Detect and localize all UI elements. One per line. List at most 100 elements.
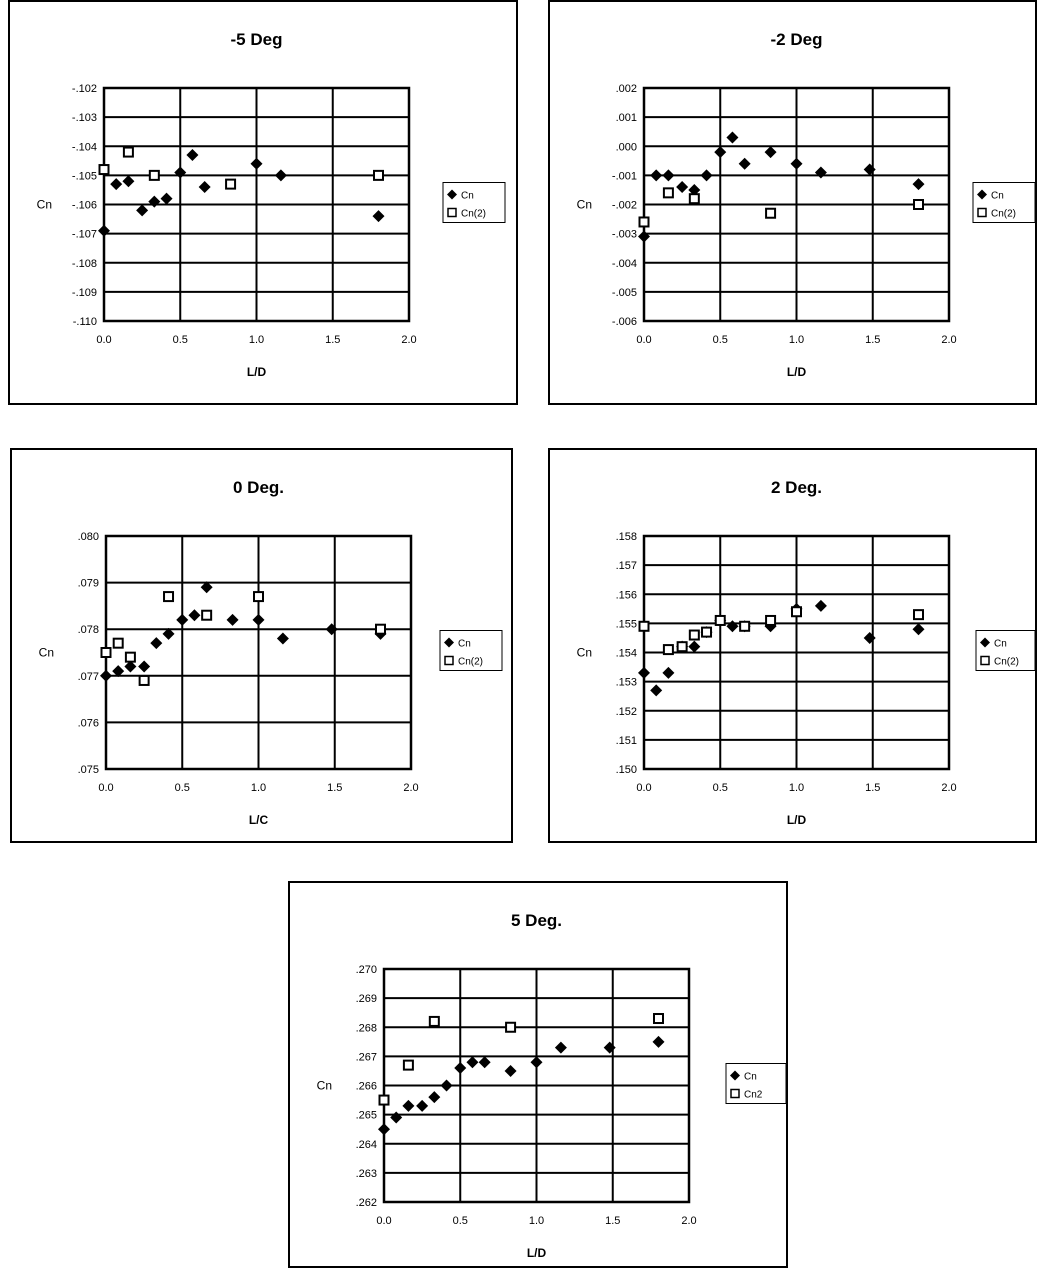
data-point-cn — [100, 669, 112, 682]
legend-label: Cn(2) — [991, 209, 1016, 220]
x-tick-label: 1.5 — [325, 334, 340, 346]
data-point-cn2 — [253, 591, 264, 603]
data-point-cn2 — [100, 647, 112, 658]
data-point-cn — [402, 1099, 415, 1112]
legend-label: Cn2 — [744, 1090, 763, 1101]
y-tick-label: .077 — [78, 671, 99, 683]
x-tick-label: 0.5 — [713, 334, 728, 346]
legend-marker-square — [730, 1088, 740, 1099]
y-tick-label: .263 — [356, 1168, 377, 1180]
x-tick-label: 1.0 — [789, 334, 804, 346]
data-point-cn2 — [375, 623, 386, 635]
chart-frame — [548, 0, 1037, 405]
data-point-cn2 — [662, 187, 674, 199]
chart-title: -5 Deg — [231, 30, 283, 49]
data-point-cn — [136, 204, 149, 217]
y-tick-label: -.102 — [72, 83, 97, 95]
data-point-cn — [98, 224, 110, 237]
legend-label: Cn(2) — [994, 657, 1019, 668]
data-point-cn — [276, 632, 289, 645]
data-point-cn — [603, 1041, 616, 1054]
plot-area-border — [382, 967, 691, 1204]
chart-panel-5-deg: 5 Deg. .262 .263 .264 .265 .266 .267 .268 .269 .2… — [288, 881, 788, 1268]
data-point-cn — [688, 640, 701, 653]
data-point-cn — [726, 620, 739, 633]
legend-label: Cn — [991, 191, 1004, 202]
data-point-cn2 — [701, 626, 713, 638]
data-point-cn — [252, 613, 265, 626]
y-tick-label: .079 — [78, 578, 99, 590]
y-tick-label: .151 — [616, 735, 637, 747]
y-tick-label: .268 — [356, 1022, 377, 1034]
y-tick-label: .269 — [356, 993, 377, 1005]
data-point-cn2 — [98, 164, 110, 176]
x-tick-label: 1.5 — [327, 782, 342, 794]
x-tick-label: 2.0 — [941, 782, 956, 794]
x-tick-label: 0.0 — [636, 782, 651, 794]
data-point-cn2 — [638, 620, 650, 632]
data-point-cn2 — [653, 1013, 664, 1025]
y-tick-label: .264 — [356, 1139, 377, 1151]
legend-marker-diamond — [977, 189, 987, 200]
data-point-cn2 — [791, 606, 802, 618]
y-tick-label: .156 — [616, 589, 637, 601]
x-tick-label: 2.0 — [403, 782, 418, 794]
data-point-cn2 — [688, 193, 700, 205]
x-tick-label: 2.0 — [941, 334, 956, 346]
data-point-cn — [554, 1041, 567, 1054]
data-point-cn — [174, 166, 187, 179]
data-point-cn — [274, 169, 287, 182]
y-tick-label: .150 — [616, 764, 637, 776]
chart-title: 0 Deg. — [233, 478, 284, 497]
chart-svg: 5 Deg. .262 .263 .264 .265 .266 .267 .268 .269 .2… — [288, 881, 788, 1268]
x-tick-label: 1.0 — [789, 782, 804, 794]
chart-svg: -2 Deg -.006 -.005 -.004 -.003 -.002 -.001 .000… — [548, 0, 1037, 405]
data-point-cn — [390, 1111, 403, 1124]
chart-panel-2-deg: 2 Deg. .150 .151 .152 .153 .154 .155 .156 .157 .1… — [548, 448, 1037, 843]
data-point-cn — [530, 1056, 543, 1069]
y-tick-label: -.002 — [612, 200, 637, 212]
data-point-cn — [148, 195, 161, 208]
data-point-cn — [188, 609, 201, 622]
data-point-cn2 — [662, 644, 674, 656]
data-point-cn — [764, 146, 777, 159]
x-tick-label: 2.0 — [681, 1215, 696, 1227]
x-tick-label: 1.0 — [251, 782, 266, 794]
data-point-cn — [650, 684, 663, 697]
data-point-cn2 — [112, 637, 124, 649]
legend-label: Cn — [994, 639, 1007, 650]
data-point-cn — [138, 660, 151, 673]
data-point-cn — [428, 1091, 441, 1104]
chart-panel-0-deg: 0 Deg. .075 .076 .077 .078 .079 .080 0.0 0.5 1.0 1… — [10, 448, 513, 843]
data-point-cn — [790, 157, 803, 170]
y-tick-label: -.107 — [72, 229, 97, 241]
y-axis-label: Cn — [577, 198, 592, 212]
chart-title: 2 Deg. — [771, 478, 822, 497]
y-tick-label: -.105 — [72, 170, 97, 182]
data-point-cn2 — [714, 614, 726, 626]
data-point-cn2 — [163, 591, 175, 603]
data-point-cn — [662, 666, 675, 679]
chart-panel-minus-5-deg: -5 Deg -.110 -.109 -.108 -.107 -.106 -.105 -.10… — [8, 0, 518, 405]
data-point-cn — [454, 1062, 467, 1075]
y-tick-label: .266 — [356, 1081, 377, 1093]
legend-marker-square — [444, 655, 454, 666]
data-point-cn — [226, 613, 239, 626]
data-point-cn2 — [138, 674, 150, 686]
legend-marker-diamond — [444, 637, 454, 648]
data-point-cn — [122, 175, 135, 188]
y-tick-label: -.004 — [612, 258, 637, 270]
y-tick-label: .267 — [356, 1051, 377, 1063]
y-tick-label: .076 — [78, 717, 99, 729]
data-point-cn — [738, 157, 751, 170]
data-point-cn — [150, 637, 163, 650]
y-tick-label: .157 — [616, 560, 637, 572]
x-tick-label: 1.0 — [529, 1215, 544, 1227]
y-tick-label: .153 — [616, 677, 637, 689]
y-tick-label: .270 — [356, 964, 377, 976]
x-tick-label: 1.5 — [865, 782, 880, 794]
y-tick-label: .002 — [616, 83, 637, 95]
data-point-cn — [325, 623, 338, 636]
y-axis-label: Cn — [577, 646, 592, 660]
x-axis-label: L/D — [787, 365, 807, 379]
